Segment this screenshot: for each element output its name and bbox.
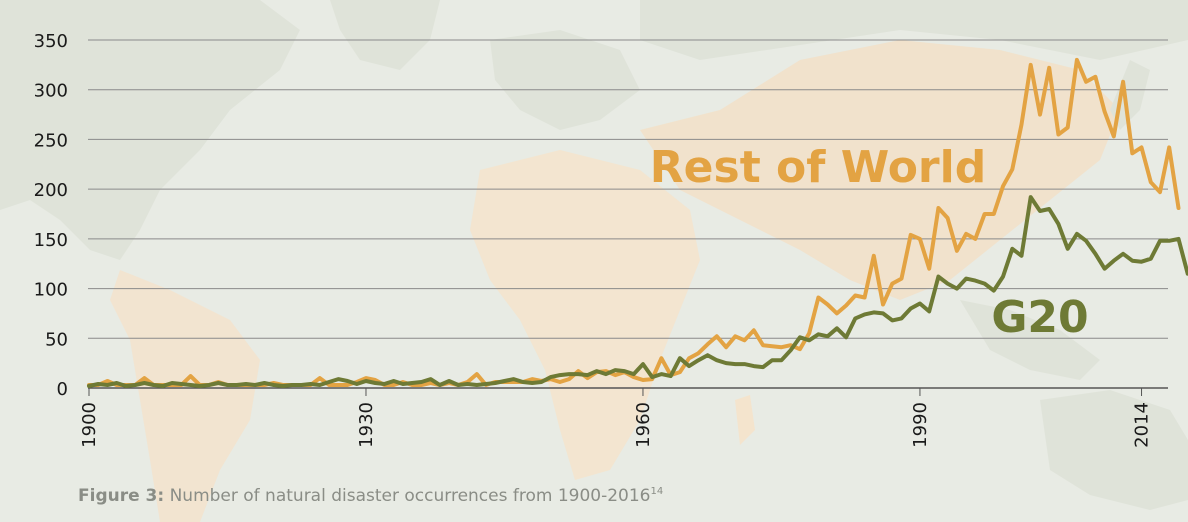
figure-label: Figure 3:: [78, 486, 165, 506]
y-tick-label: 300: [34, 81, 68, 102]
y-tick-label: 250: [34, 130, 68, 151]
y-tick-label: 100: [34, 280, 68, 301]
y-tick-label: 350: [34, 31, 68, 52]
figure-caption: Figure 3: Number of natural disaster occ…: [78, 486, 663, 506]
y-tick-label: 50: [45, 329, 68, 350]
x-axis: 1900 1930 1960 1990 2014: [79, 388, 1153, 448]
x-tick-label: 1900: [79, 402, 100, 448]
x-tick-label: 1930: [356, 402, 377, 448]
series-label-g20: G20: [991, 292, 1088, 343]
series-label-rest-of-world: Rest of World: [650, 142, 986, 193]
x-tick-label: 1990: [910, 402, 931, 448]
caption-text: Number of natural disaster occurrences f…: [169, 486, 651, 506]
series-lines: [87, 57, 1188, 388]
y-tick-label: 0: [57, 379, 68, 400]
series-line-g20: [87, 195, 1188, 388]
x-tick-label: 1960: [633, 402, 654, 448]
y-tick-label: 200: [34, 180, 68, 201]
x-tick-label: 2014: [1132, 402, 1153, 448]
y-tick-label: 150: [34, 230, 68, 251]
caption-footnote: 14: [650, 486, 664, 497]
y-axis: 0 50 100 150 200 250 300 350: [34, 31, 68, 400]
